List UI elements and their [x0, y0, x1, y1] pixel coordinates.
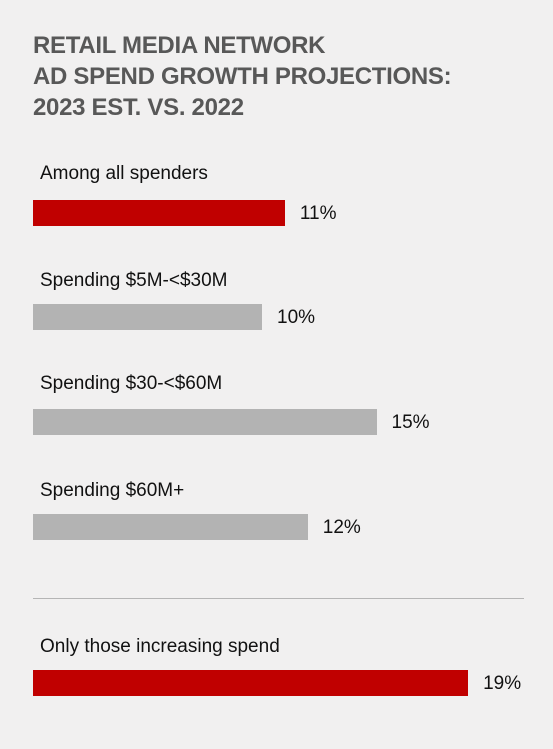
category-label: Among all spenders: [40, 163, 208, 184]
data-label: 15%: [391, 412, 430, 433]
category-label: Spending $5M-<$30M: [40, 270, 228, 291]
bar: [33, 670, 469, 696]
bar: [33, 409, 377, 435]
bar: [33, 200, 285, 226]
category-label: Only those increasing spend: [40, 636, 280, 657]
bar: [33, 304, 262, 330]
chart-title: RETAIL MEDIA NETWORK AD SPEND GROWTH PRO…: [33, 30, 533, 123]
section-divider: [33, 598, 524, 599]
category-label: Spending $60M+: [40, 480, 185, 501]
data-label: 11%: [299, 203, 337, 224]
data-label: 10%: [277, 307, 316, 328]
data-label: 12%: [322, 517, 361, 538]
data-label: 19%: [483, 673, 522, 694]
category-label: Spending $30-<$60M: [40, 373, 223, 394]
chart-title-line-1: RETAIL MEDIA NETWORK: [33, 32, 326, 59]
chart-title-line-2: AD SPEND GROWTH PROJECTIONS:: [33, 63, 452, 90]
bar: [33, 514, 308, 540]
chart-title-line-3: 2023 EST. VS. 2022: [33, 94, 244, 121]
